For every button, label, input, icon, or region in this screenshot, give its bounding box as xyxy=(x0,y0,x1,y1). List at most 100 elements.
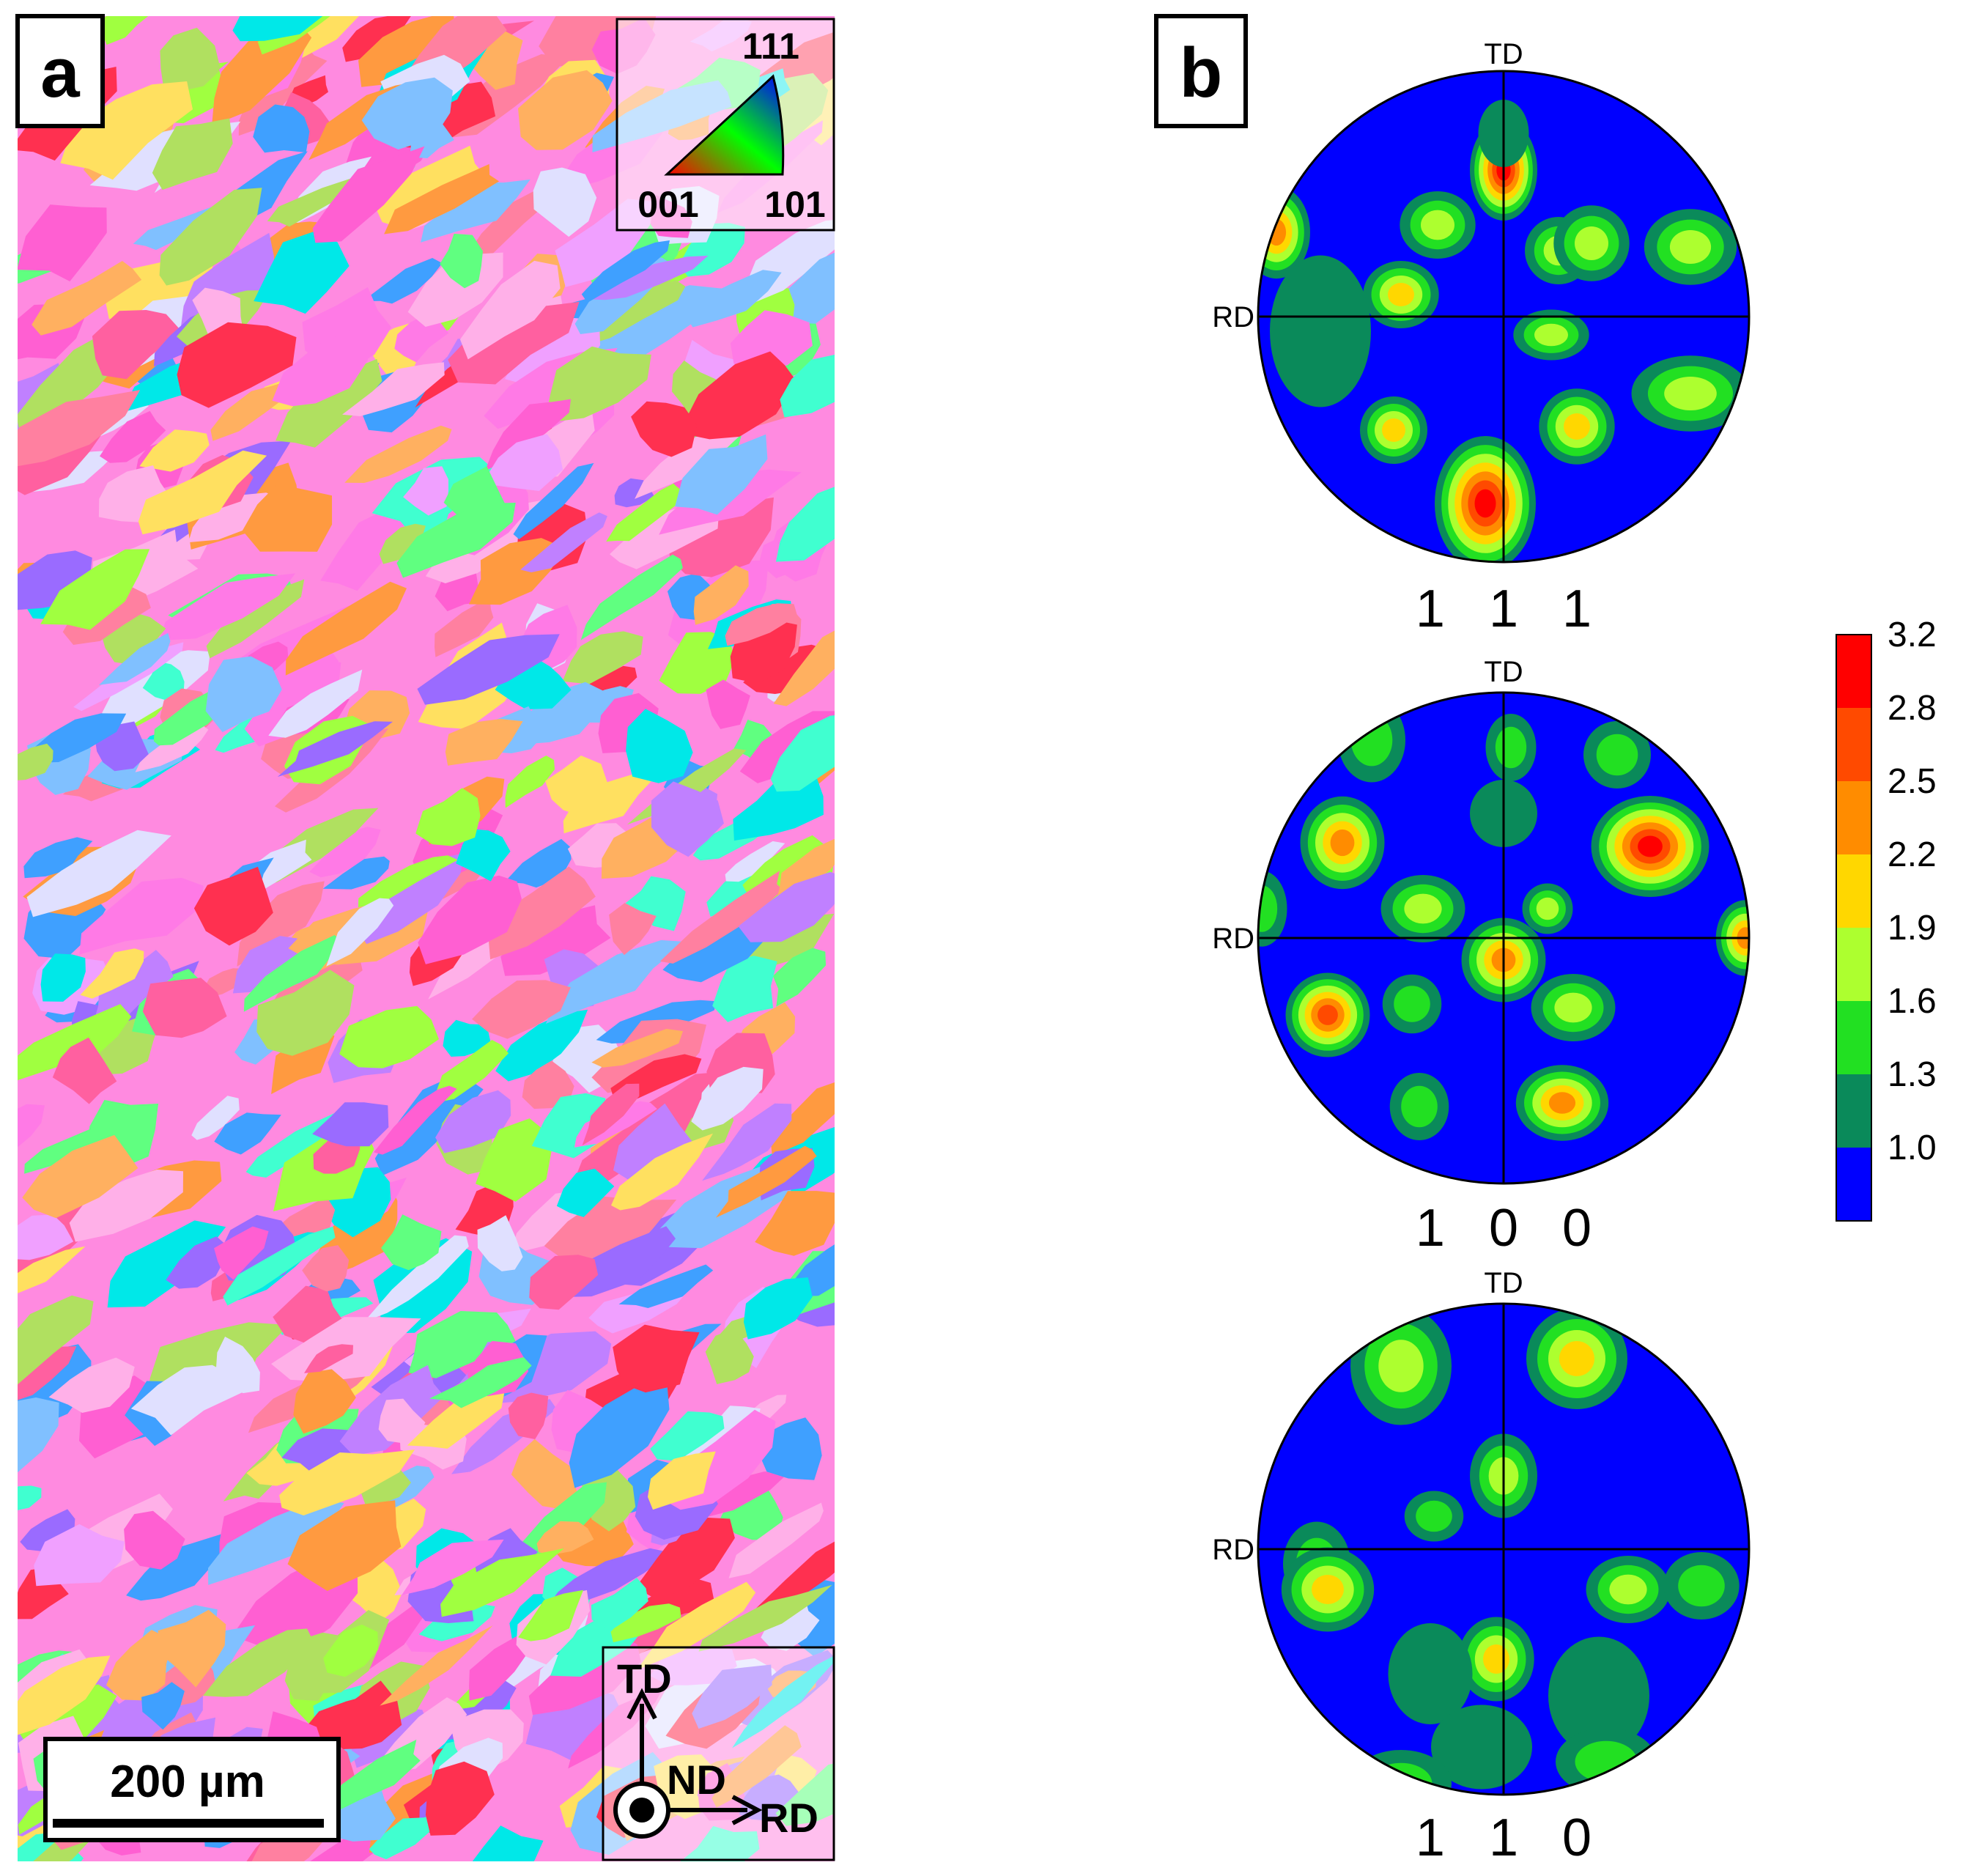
grain xyxy=(18,1246,86,1293)
grain xyxy=(520,512,607,572)
grain xyxy=(342,362,445,416)
colorbar-segment xyxy=(1836,928,1871,1001)
grain xyxy=(489,434,563,491)
grain xyxy=(435,597,494,657)
grain xyxy=(692,1664,772,1729)
grain xyxy=(456,829,511,882)
colorbar-tick-label: 3.2 xyxy=(1888,616,1937,654)
grain xyxy=(32,261,142,336)
grain xyxy=(744,1277,813,1340)
grain xyxy=(418,1604,495,1642)
grain xyxy=(52,1037,117,1104)
grain xyxy=(679,351,797,440)
panel-b: b TD RD 1 1 1 TD RD 1 0 0 xyxy=(1154,14,1937,1867)
grain xyxy=(124,1510,185,1570)
colorbar-segment xyxy=(1836,635,1871,708)
grain xyxy=(177,322,297,408)
grain xyxy=(238,46,328,136)
grain xyxy=(591,1028,683,1068)
contour-level xyxy=(1350,1750,1452,1795)
contour-level xyxy=(1548,1092,1576,1114)
grain xyxy=(237,881,325,967)
grain xyxy=(691,1066,764,1131)
panel-b-label: b xyxy=(1180,34,1223,112)
grain xyxy=(418,875,522,964)
grain xyxy=(613,1324,700,1393)
grain xyxy=(18,1104,45,1148)
grain xyxy=(60,81,193,180)
colorbar-segment xyxy=(1836,854,1871,928)
grain xyxy=(276,358,382,448)
pf-110-caption: 1 1 0 xyxy=(1416,1809,1606,1867)
grain xyxy=(513,462,594,539)
grain xyxy=(396,503,516,578)
grain xyxy=(293,1369,356,1434)
grain xyxy=(693,565,749,625)
grain xyxy=(34,1524,125,1587)
grain xyxy=(142,661,185,701)
grain xyxy=(738,871,835,942)
grain xyxy=(23,837,93,879)
grain xyxy=(394,314,449,363)
grain xyxy=(312,146,425,243)
grain xyxy=(586,255,709,300)
contour-level xyxy=(1378,1340,1424,1392)
grain xyxy=(26,830,171,917)
contour-level xyxy=(1638,835,1663,857)
grain xyxy=(69,1170,183,1242)
grain xyxy=(158,1609,226,1688)
contour-level xyxy=(1669,230,1712,264)
ebsd-orientation-map xyxy=(18,16,835,1861)
grain xyxy=(188,492,279,543)
grain xyxy=(651,781,724,857)
grain xyxy=(319,1739,421,1820)
grain xyxy=(210,380,293,441)
grain xyxy=(379,523,426,564)
grain xyxy=(581,240,670,303)
contour-level xyxy=(1401,1085,1438,1128)
grain xyxy=(98,632,171,685)
grain xyxy=(500,905,611,976)
grain xyxy=(323,1624,379,1677)
grain xyxy=(508,1392,549,1439)
scale-bar: 200 µm xyxy=(43,1737,341,1842)
grain xyxy=(488,866,596,960)
panel-a: a 111 001 101 200 µm TD ND RD xyxy=(15,14,835,1861)
contour-level xyxy=(1388,283,1414,306)
grain xyxy=(706,679,750,729)
panel-b-label-box: b xyxy=(1154,14,1248,128)
grain xyxy=(775,487,835,562)
grain xyxy=(253,104,310,153)
grain xyxy=(730,310,813,374)
grain xyxy=(374,1074,484,1176)
colorbar: 3.2 2.8 2.5 2.2 1.9 1.6 1.3 1.0 xyxy=(1836,616,1937,1222)
colorbar-segment xyxy=(1836,1148,1871,1221)
contour-level xyxy=(1388,1623,1473,1724)
grain xyxy=(675,434,768,515)
grain xyxy=(445,719,523,766)
grain xyxy=(126,1533,223,1601)
pf-100-rd-label: RD xyxy=(1212,923,1254,955)
pf-100-caption: 1 0 0 xyxy=(1416,1199,1606,1258)
contour-level xyxy=(1534,323,1568,347)
grain xyxy=(206,579,305,659)
grain xyxy=(712,956,777,1022)
grain xyxy=(18,743,53,780)
grain xyxy=(214,1112,281,1155)
contour-level xyxy=(1548,1636,1649,1755)
grain xyxy=(544,1196,677,1268)
grain xyxy=(363,1235,469,1322)
grain xyxy=(102,16,149,45)
contour-level xyxy=(1421,210,1454,240)
grain xyxy=(18,1346,77,1400)
grain xyxy=(18,1397,59,1473)
grain xyxy=(536,1521,594,1555)
ipf-triangle xyxy=(664,74,785,176)
axis-nd-label: ND xyxy=(667,1757,726,1803)
pole-figure-110: TD RD 1 1 0 xyxy=(1212,1267,1751,1867)
ipf-color-key: 111 001 101 xyxy=(616,18,835,232)
grain xyxy=(320,506,415,591)
grain xyxy=(545,756,608,816)
contour-level xyxy=(1382,418,1405,442)
grain xyxy=(582,1083,640,1145)
